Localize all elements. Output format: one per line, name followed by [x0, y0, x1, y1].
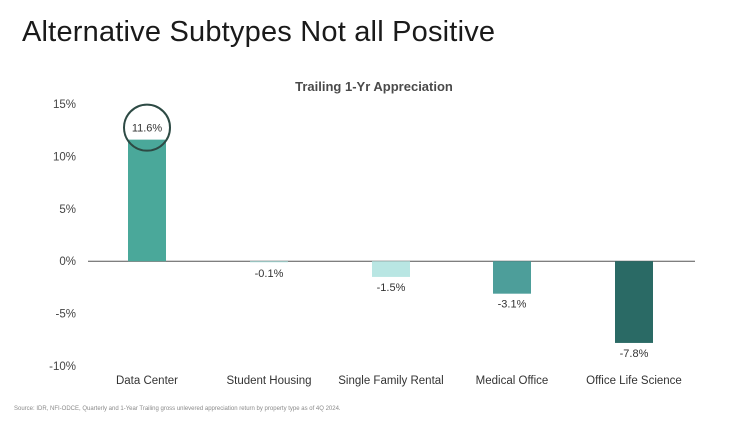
y-tick-label: 5%: [59, 204, 76, 216]
source-note: Source: IDR, NFI-ODCE, Quarterly and 1-Y…: [14, 406, 341, 412]
data-label: -0.1%: [255, 268, 284, 280]
highlight-circle: [123, 103, 171, 152]
bar: [128, 139, 166, 262]
y-tick-label: 15%: [53, 99, 76, 111]
y-tick-label: 10%: [53, 151, 76, 163]
data-label: -1.5%: [377, 282, 406, 294]
category-label: Single Family Rental: [338, 375, 443, 387]
y-tick-label: 0%: [59, 256, 76, 268]
bar: [615, 261, 653, 343]
y-axis-ticks: 15% 10% 5% 0% -5% -10%: [49, 99, 76, 373]
category-label: Student Housing: [226, 375, 311, 387]
y-tick-label: -10%: [49, 361, 76, 373]
category-label: Office Life Science: [586, 375, 682, 387]
y-tick-label: -5%: [56, 309, 76, 321]
page-title: Alternative Subtypes Not all Positive: [22, 16, 496, 48]
bars: [128, 139, 653, 343]
category-label: Medical Office: [476, 375, 549, 387]
data-label: -3.1%: [498, 299, 527, 311]
bar: [493, 261, 531, 294]
category-label: Data Center: [116, 375, 178, 387]
data-label: 11.6%: [132, 123, 163, 135]
chart-title: Trailing 1-Yr Appreciation: [295, 79, 453, 94]
bar: [250, 261, 288, 263]
category-labels: Data Center Student Housing Single Family …: [116, 375, 682, 387]
bar: [372, 261, 410, 277]
data-label: -7.8%: [620, 348, 649, 360]
data-labels: 11.6% -0.1% -1.5% -3.1% -7.8%: [132, 123, 649, 360]
